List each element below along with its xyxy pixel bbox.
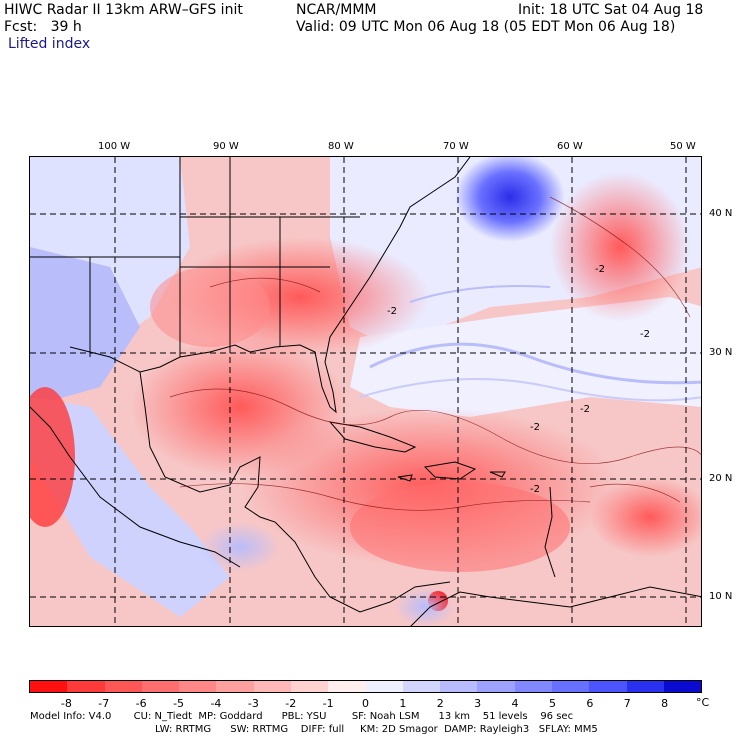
colorbar-tick-label: -7 — [98, 697, 110, 710]
model-title: HIWC Radar II 13km ARW–GFS init — [4, 2, 243, 18]
contours — [169, 196, 701, 511]
lon-label-100w: 100 W — [98, 141, 131, 152]
colorbar-tick-label: -8 — [60, 697, 72, 710]
contour-label: -2 — [595, 264, 605, 275]
colorbar-tick-label: -5 — [173, 697, 185, 710]
forecast-hour: Fcst: 39 h — [4, 19, 82, 35]
lifted-index-map: -2 -2 -2 -2 -2 -2 — [29, 156, 702, 627]
colorbar-swatch — [365, 681, 403, 692]
colorbar-swatch — [253, 681, 291, 692]
colorbar-swatch — [626, 681, 664, 692]
model-info-line-2: LW: RRTMG SW: RRTMG DIFF: full KM: 2D Sm… — [155, 724, 598, 735]
colorbar-tick-label: -2 — [285, 697, 297, 710]
central-america-stable-core — [200, 522, 280, 572]
atlantic-stable-streak-2 — [359, 378, 701, 402]
lon-label-60w: 60 W — [557, 141, 583, 152]
central-atlantic-region — [350, 297, 701, 417]
colorbar-swatch — [663, 681, 702, 692]
latlon-grid — [30, 157, 701, 626]
colorbar-tick-label: -3 — [247, 697, 259, 710]
contour-label: -2 — [640, 329, 650, 340]
lat-label-10n: 10 N — [709, 591, 733, 602]
colorbar-tick-label: 7 — [623, 697, 631, 710]
colorbar-swatch — [30, 681, 68, 692]
plains-unstable-area — [150, 267, 270, 347]
colorbar-tick-label: 6 — [586, 697, 594, 710]
colorbar-tick-label: 5 — [548, 697, 556, 710]
colorbar-swatch — [402, 681, 441, 692]
colorbar-swatch — [589, 681, 627, 692]
colorbar-tick-label: 8 — [661, 697, 669, 710]
atlantic-north-unstable-area — [550, 172, 690, 322]
colorbar-unit: °C — [696, 696, 710, 709]
init-time: Init: 18 UTC Sat 04 Aug 18 — [518, 2, 704, 18]
contour-label: -2 — [530, 422, 540, 433]
atlantic-south-unstable-area — [590, 477, 701, 557]
contour-label: -2 — [530, 484, 540, 495]
lat-label-30n: 30 N — [709, 347, 733, 358]
colorbar-tick-label: 2 — [436, 697, 444, 710]
colorbar-tick-label: 1 — [399, 697, 407, 710]
lon-label-80w: 80 W — [328, 141, 354, 152]
colorbar-swatch — [216, 681, 254, 692]
contour-label: -2 — [387, 306, 397, 317]
colorbar-swatch — [328, 681, 366, 692]
field-name: Lifted index — [8, 36, 91, 52]
mexico-stable-region — [30, 397, 230, 617]
model-info-line-1: Model Info: V4.0 CU: N_Tiedt MP: Goddard… — [30, 711, 574, 722]
colorbar-swatch — [67, 681, 105, 692]
colorbar-swatch — [290, 681, 329, 692]
northeast-stable-maximum — [455, 157, 565, 242]
contour-label: -2 — [580, 404, 590, 415]
organization-label: NCAR/MMM — [296, 2, 377, 18]
lat-label-40n: 40 N — [709, 208, 733, 219]
colorbar-swatch — [477, 681, 515, 692]
valid-time: Valid: 09 UTC Mon 06 Aug 18 (05 EDT Mon … — [296, 19, 676, 35]
colorbar-swatch — [179, 681, 217, 692]
colorbar-tick-label: 0 — [362, 697, 369, 710]
colorbar-tick-label: 3 — [474, 697, 482, 710]
map-canvas: -2 -2 -2 -2 -2 -2 — [30, 157, 701, 626]
colorbar-tick-label: -1 — [322, 697, 334, 710]
lon-label-90w: 90 W — [213, 141, 239, 152]
colorbar-swatch — [551, 681, 590, 692]
lon-label-70w: 70 W — [443, 141, 469, 152]
atlantic-stable-streak-3 — [409, 285, 551, 303]
colorbar-swatch — [514, 681, 552, 692]
colorbar-tick-label: -4 — [210, 697, 222, 710]
colorbar-swatch — [141, 681, 180, 692]
colorbar-tick-label: -6 — [135, 697, 147, 710]
atlantic-stable-streak-1 — [369, 342, 701, 385]
pacific-unstable-area — [30, 387, 75, 527]
colorbar — [29, 680, 702, 693]
colorbar-swatch — [440, 681, 478, 692]
colorbar-swatch — [104, 681, 142, 692]
lat-label-20n: 20 N — [709, 473, 733, 484]
caribbean-core — [350, 482, 570, 572]
colorbar-tick-label: 4 — [511, 697, 519, 710]
colombia-stable-core — [395, 587, 455, 626]
lon-label-50w: 50 W — [670, 141, 696, 152]
